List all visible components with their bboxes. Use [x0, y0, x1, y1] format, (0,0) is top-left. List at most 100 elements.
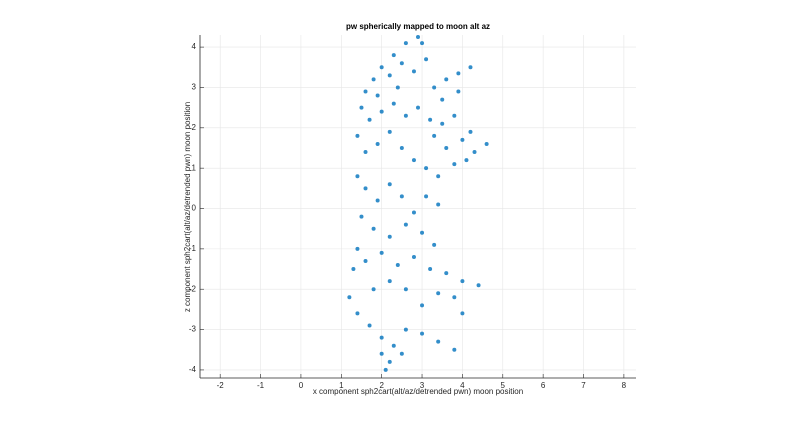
scatter-point: [371, 226, 376, 231]
scatter-point: [371, 77, 376, 82]
scatter-point: [411, 69, 416, 74]
scatter-point: [367, 323, 372, 328]
scatter-point: [428, 117, 433, 122]
scatter-point: [411, 254, 416, 259]
scatter-point: [436, 202, 441, 207]
scatter-point: [395, 263, 400, 268]
scatter-point: [351, 267, 356, 272]
scatter-point: [403, 222, 408, 227]
scatter-point: [371, 287, 376, 292]
x-tick-label: 0: [299, 381, 304, 390]
scatter-point: [420, 41, 425, 46]
scatter-point: [420, 331, 425, 336]
scatter-point: [440, 97, 445, 102]
scatter-point: [403, 41, 408, 46]
scatter-point: [399, 61, 404, 66]
y-tick-label: 3: [192, 83, 197, 92]
scatter-point: [359, 105, 364, 110]
scatter-point: [456, 71, 461, 76]
scatter-point: [375, 93, 380, 98]
scatter-point: [379, 335, 384, 340]
scatter-point: [452, 162, 457, 167]
scatter-point: [375, 141, 380, 146]
scatter-point: [468, 65, 473, 70]
scatter-point: [391, 101, 396, 106]
scatter-point: [436, 291, 441, 296]
scatter-point: [432, 242, 437, 247]
scatter-point: [444, 145, 449, 150]
scatter-point: [399, 145, 404, 150]
scatter-point: [444, 271, 449, 276]
scatter-point: [375, 198, 380, 203]
scatter-point: [363, 89, 368, 94]
scatter-point: [436, 174, 441, 179]
scatter-point: [460, 311, 465, 316]
scatter-point: [391, 53, 396, 58]
x-tick-label: 6: [541, 381, 546, 390]
x-tick-label: 3: [420, 381, 425, 390]
scatter-point: [416, 105, 420, 110]
scatter-point: [379, 250, 384, 255]
scatter-point: [411, 210, 416, 215]
scatter-point: [387, 359, 392, 364]
scatter-point: [468, 129, 473, 134]
scatter-point: [387, 279, 392, 284]
scatter-point: [411, 158, 416, 163]
scatter-point: [420, 230, 425, 235]
scatter-point: [452, 347, 457, 352]
y-tick-label: 4: [192, 42, 197, 51]
x-tick-label: 1: [339, 381, 344, 390]
scatter-point: [355, 311, 360, 316]
scatter-point: [387, 73, 392, 78]
scatter-point: [476, 283, 481, 288]
scatter-point: [424, 166, 429, 171]
scatter-point: [355, 174, 360, 179]
y-axis-label: z component sph2cart(alt/az/detrended pw…: [183, 102, 192, 312]
scatter-point: [452, 295, 457, 300]
scatter-point: [363, 150, 368, 155]
y-tick-label: -4: [189, 365, 197, 374]
scatter-point: [472, 150, 477, 155]
scatter-point: [399, 194, 404, 199]
scatter-point: [403, 113, 408, 118]
scatter-point: [432, 85, 437, 90]
scatter-point: [460, 137, 465, 142]
scatter-point: [379, 65, 384, 70]
scatter-point: [464, 158, 469, 163]
x-tick-label: 5: [501, 381, 506, 390]
y-tick-label: -2: [189, 284, 197, 293]
scatter-point: [452, 113, 457, 118]
x-axis-label: x component sph2cart(alt/az/detrended pw…: [313, 387, 523, 396]
scatter-point: [359, 214, 364, 219]
scatter-point: [387, 234, 392, 239]
scatter-point: [367, 117, 372, 122]
scatter-point: [403, 287, 408, 292]
scatter-point: [383, 367, 388, 372]
scatter-point: [420, 303, 425, 308]
scatter-point: [456, 89, 461, 94]
scatter-point: [363, 258, 368, 263]
scatter-point: [387, 182, 392, 187]
y-tick-label: -3: [189, 325, 197, 334]
scatter-point: [416, 35, 420, 40]
scatter-point: [379, 351, 384, 356]
y-tick-label: 1: [192, 163, 197, 172]
scatter-point: [440, 121, 445, 126]
scatter-point: [395, 85, 400, 90]
x-tick-label: -1: [257, 381, 265, 390]
x-tick-label: -2: [217, 381, 225, 390]
scatter-point: [436, 339, 441, 344]
scatter-point: [399, 351, 404, 356]
scatter-point: [428, 267, 433, 272]
x-tick-label: 7: [581, 381, 586, 390]
scatter-point: [484, 141, 489, 146]
y-tick-label: 2: [192, 123, 197, 132]
y-tick-label: -1: [189, 244, 197, 253]
scatter-point: [387, 129, 392, 134]
scatter-point: [391, 343, 396, 348]
y-tick-label: 0: [192, 204, 197, 213]
scatter-point: [424, 194, 429, 199]
scatter-point: [347, 295, 352, 300]
